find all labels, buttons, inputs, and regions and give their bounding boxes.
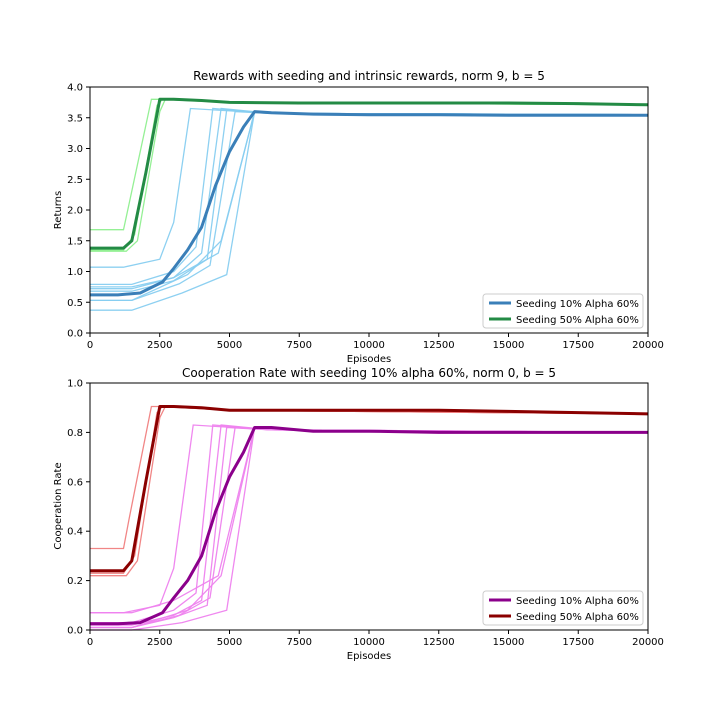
bottom-ytick-label: 0.0 bbox=[67, 626, 83, 637]
bottom-chart-legend: Seeding 10% Alpha 60% Seeding 50% Alpha … bbox=[482, 590, 644, 626]
bottom-xtick-label: 2500 bbox=[147, 637, 172, 648]
bottom-xtick-label: 7500 bbox=[287, 637, 312, 648]
bottom-chart-ylabel: Cooperation Rate bbox=[53, 462, 64, 549]
bottom-xtick-label: 5000 bbox=[217, 637, 242, 648]
top-chart-title: Rewards with seeding and intrinsic rewar… bbox=[193, 69, 545, 83]
top-ytick-label: 0.0 bbox=[67, 329, 83, 340]
bottom-ytick-label: 0.2 bbox=[67, 576, 83, 587]
top-xtick-label: 7500 bbox=[287, 340, 312, 351]
bottom-xtick-label: 10000 bbox=[353, 637, 385, 648]
top-ytick-label: 2.5 bbox=[67, 175, 83, 186]
top-ytick-label: 3.5 bbox=[67, 113, 83, 124]
top-chart: Rewards with seeding and intrinsic rewar… bbox=[53, 69, 664, 365]
bottom-chart-title: Cooperation Rate with seeding 10% alpha … bbox=[182, 366, 556, 380]
top-xtick-label: 12500 bbox=[423, 340, 455, 351]
top-xtick-label: 17500 bbox=[562, 340, 594, 351]
top-ytick-label: 1.0 bbox=[67, 267, 83, 278]
top-xtick-label: 2500 bbox=[147, 340, 172, 351]
bottom-ytick-label: 0.6 bbox=[67, 477, 83, 488]
top-xtick-label: 20000 bbox=[632, 340, 664, 351]
top-ytick-label: 1.5 bbox=[67, 236, 83, 247]
top-chart-xlabel: Episodes bbox=[347, 354, 391, 365]
bottom-legend-box bbox=[482, 590, 644, 626]
bottom-chart-lines bbox=[90, 405, 649, 631]
bottom-series-line-1 bbox=[90, 405, 649, 573]
top-ytick-label: 3.0 bbox=[67, 144, 83, 155]
top-chart-legend: Seeding 10% Alpha 60% Seeding 50% Alpha … bbox=[482, 293, 644, 329]
bottom-series-line-0 bbox=[90, 426, 648, 626]
bottom-chart-ticks: 0 2500 5000 7500 10000 12500 15000 17500 20000 0.… bbox=[67, 379, 664, 649]
bottom-legend-label-seeding-50: Seeding 50% Alpha 60% bbox=[516, 612, 639, 623]
top-series-line-1 bbox=[90, 97, 649, 250]
top-chart-ticks: 0 2500 5000 7500 10000 12500 15000 17500 20000 0.… bbox=[67, 83, 664, 352]
top-ytick-label: 0.5 bbox=[67, 298, 83, 309]
bottom-ytick-label: 1.0 bbox=[67, 379, 83, 390]
bottom-xtick-label: 17500 bbox=[562, 637, 594, 648]
top-xtick-label: 10000 bbox=[353, 340, 385, 351]
bottom-xtick-label: 20000 bbox=[632, 637, 664, 648]
top-chart-lines bbox=[90, 97, 649, 311]
top-xtick-label: 15000 bbox=[493, 340, 525, 351]
top-chart-ylabel: Returns bbox=[53, 191, 64, 229]
top-ytick-label: 4.0 bbox=[67, 83, 83, 94]
top-legend-label-seeding-50: Seeding 50% Alpha 60% bbox=[516, 315, 639, 326]
bottom-xtick-label: 12500 bbox=[423, 637, 455, 648]
bottom-chart-xlabel: Episodes bbox=[347, 651, 391, 662]
top-legend-label-seeding-10: Seeding 10% Alpha 60% bbox=[516, 299, 639, 310]
bottom-chart: Cooperation Rate with seeding 10% alpha … bbox=[53, 366, 664, 662]
top-legend-box bbox=[482, 293, 644, 329]
bottom-xtick-label: 0 bbox=[87, 637, 93, 648]
bottom-xtick-label: 15000 bbox=[493, 637, 525, 648]
bottom-legend-label-seeding-10: Seeding 10% Alpha 60% bbox=[516, 596, 639, 607]
top-ytick-label: 2.0 bbox=[67, 206, 83, 217]
bottom-ytick-label: 0.8 bbox=[67, 428, 83, 439]
top-series-line-0 bbox=[90, 110, 648, 297]
top-xtick-label: 0 bbox=[87, 340, 93, 351]
bottom-ytick-label: 0.4 bbox=[67, 527, 83, 538]
top-xtick-label: 5000 bbox=[217, 340, 242, 351]
